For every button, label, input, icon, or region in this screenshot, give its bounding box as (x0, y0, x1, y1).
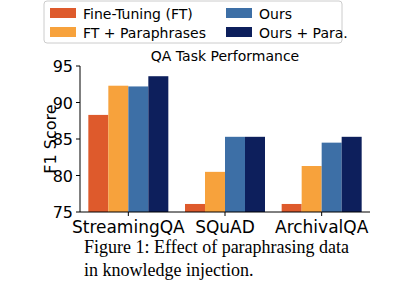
y-tick (76, 102, 80, 103)
chart: 7580859095StreamingQASQuADArchivalQAF1 S… (0, 0, 404, 288)
bar (128, 86, 148, 212)
legend: Fine-Tuning (FT) FT + Paraphrases Ours Ours… (44, 1, 348, 43)
y-tick (76, 139, 80, 140)
bar (108, 86, 128, 212)
bar (185, 204, 205, 212)
x-tick-label: StreamingQA (72, 217, 185, 237)
y-tick (76, 212, 80, 213)
x-tick-label: SQuAD (195, 217, 255, 237)
bar (302, 166, 322, 212)
legend-label: FT + Paraphrases (83, 25, 206, 41)
x-tick (321, 212, 322, 216)
x-tick (128, 212, 129, 216)
legend-swatch (226, 8, 252, 18)
caption: Figure 1: Effect of paraphrasing data (84, 237, 349, 257)
bar (205, 172, 225, 212)
y-axis-label: F1 Score (41, 104, 60, 173)
y-tick (76, 66, 80, 67)
bar (148, 76, 168, 212)
bar (245, 137, 265, 212)
x-tick-label: ArchivalQA (275, 217, 369, 237)
legend-swatch (50, 8, 76, 18)
legend-label: Ours (259, 6, 292, 22)
bar (322, 143, 342, 212)
y-tick (76, 175, 80, 176)
bars (88, 76, 361, 212)
legend-swatch (50, 27, 76, 37)
x-tick (225, 212, 226, 216)
bar (88, 115, 108, 212)
y-tick-label: 75 (53, 203, 73, 222)
y-tick-label: 95 (53, 57, 73, 76)
bar (342, 137, 362, 212)
title: QA Task Performance (151, 48, 299, 64)
legend-label: Ours + Para. (259, 25, 348, 41)
caption: in knowledge injection. (84, 260, 253, 280)
bar (282, 204, 302, 212)
bar (225, 137, 245, 212)
legend-label: Fine-Tuning (FT) (83, 6, 193, 22)
legend-swatch (226, 27, 252, 37)
